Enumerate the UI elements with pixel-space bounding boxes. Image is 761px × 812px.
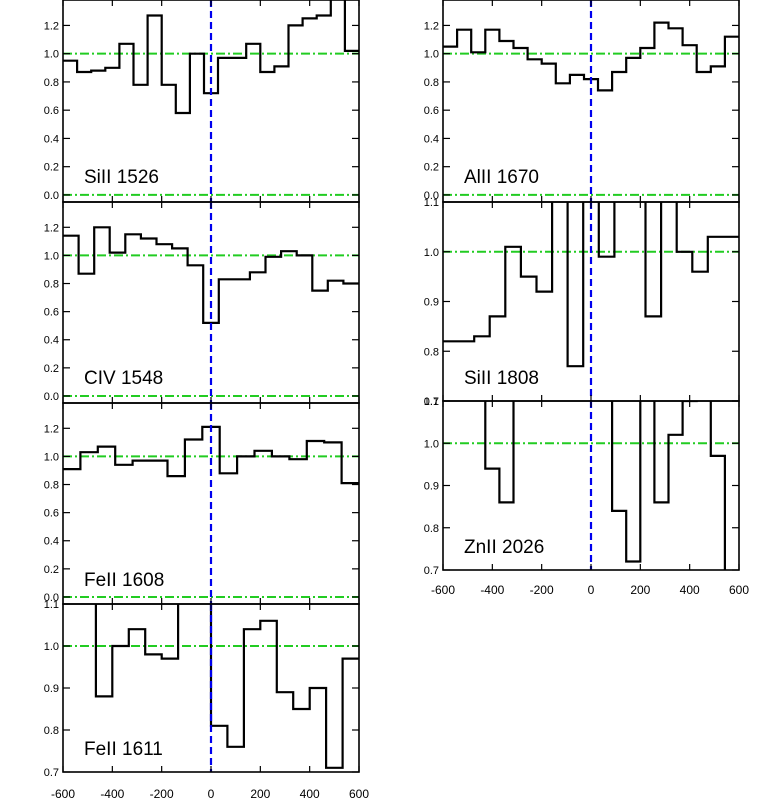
y-tick-label: 1.0 <box>44 451 59 463</box>
y-tick-label: 0.8 <box>44 279 59 291</box>
y-tick-label: 0.9 <box>424 481 439 493</box>
y-tick-label: 0.0 <box>44 391 59 403</box>
y-tick-label: 1.0 <box>44 49 59 61</box>
y-tick-label: 0.6 <box>44 508 59 520</box>
x-tick-label: -400 <box>100 787 124 801</box>
y-tick-label: 0.7 <box>424 396 439 408</box>
spectrum-line <box>484 401 726 570</box>
x-tick-label: -200 <box>150 787 174 801</box>
y-tick-label: 0.2 <box>44 363 59 375</box>
panel-label-znii-2026: ZnII 2026 <box>464 537 544 558</box>
y-tick-label: 0.4 <box>44 133 59 145</box>
y-tick-label: 0.6 <box>424 105 439 117</box>
x-tick-label: 200 <box>630 583 650 597</box>
y-tick-label: 0.8 <box>424 523 439 535</box>
x-tick-label: -200 <box>530 583 554 597</box>
panel-feii-1611: 0.7 0.8 0.9 1.0 1.1 -600 -400 -200 0 200 400 600 FeI… <box>44 599 370 801</box>
y-tick-label: 1.2 <box>44 423 59 435</box>
x-tick-label: 600 <box>729 583 749 597</box>
y-tick-label: 0.0 <box>424 190 439 202</box>
y-tick-label: 1.1 <box>424 197 439 209</box>
x-tick-label: 0 <box>208 787 215 801</box>
spectrum-line <box>63 425 359 485</box>
x-tick-label: 0 <box>588 583 595 597</box>
y-tick-label: 1.2 <box>44 20 59 32</box>
panel-label-siii-1808: SiII 1808 <box>464 368 539 389</box>
panel-label-feii-1608: FeII 1608 <box>84 570 164 591</box>
y-tick-label: 0.4 <box>44 335 59 347</box>
y-tick-label: 1.2 <box>424 20 439 32</box>
x-tick-label: 400 <box>300 787 320 801</box>
y-tick-label: 1.0 <box>44 250 59 262</box>
x-tick-label: -600 <box>51 787 75 801</box>
y-tick-label: 0.8 <box>424 346 439 358</box>
x-tick-label: 200 <box>250 787 270 801</box>
panel-label-siii-1526: SiII 1526 <box>84 167 159 188</box>
y-tick-label: 1.1 <box>44 599 59 611</box>
y-tick-label: 0.2 <box>44 162 59 174</box>
panel-civ-1548: 0.0 0.2 0.4 0.6 0.8 1.0 1.2 CIV 1548 <box>44 201 360 404</box>
y-tick-label: 0.0 <box>44 592 59 604</box>
panel-siii-1808: 0.7 0.8 0.9 1.0 1.1 SiII 1808 <box>424 197 740 408</box>
y-tick-label: 0.8 <box>424 77 439 89</box>
x-tick-label: -600 <box>431 583 455 597</box>
y-tick-label: 0.9 <box>44 683 59 695</box>
y-tick-label: 0.4 <box>44 536 59 548</box>
x-tick-label: -400 <box>480 583 504 597</box>
y-tick-label: 1.0 <box>44 641 59 653</box>
panel-label-alii-1670: AlII 1670 <box>464 167 539 188</box>
x-tick-label: 400 <box>680 583 700 597</box>
y-tick-label: 1.2 <box>44 222 59 234</box>
y-tick-label: 0.7 <box>424 565 439 577</box>
y-tick-label: 0.9 <box>424 297 439 309</box>
panel-alii-1670: 0.0 0.2 0.4 0.6 0.8 1.0 1.2 AlII 1670 <box>424 0 740 203</box>
y-tick-label: 0.6 <box>44 105 59 117</box>
spectrum-line <box>63 0 359 115</box>
y-tick-label: 0.8 <box>44 480 59 492</box>
y-tick-label: 1.0 <box>424 438 439 450</box>
y-tick-label: 1.1 <box>424 396 439 408</box>
y-tick-label: 0.2 <box>44 564 59 576</box>
y-tick-label: 0.6 <box>44 307 59 319</box>
panel-znii-2026: 0.7 0.8 0.9 1.0 1.1 -600 -400 -200 0 200 400 600 ZnI… <box>424 396 750 597</box>
y-tick-label: 0.2 <box>424 162 439 174</box>
y-tick-label: 0.4 <box>424 133 439 145</box>
panel-feii-1608: 0.0 0.2 0.4 0.6 0.8 1.0 1.2 FeII 1608 <box>44 402 360 605</box>
y-tick-label: 0.8 <box>44 77 59 89</box>
x-tick-label: 600 <box>349 787 369 801</box>
panel-label-civ-1548: CIV 1548 <box>84 368 163 389</box>
y-tick-label: 0.0 <box>44 190 59 202</box>
y-tick-label: 1.0 <box>424 49 439 61</box>
panel-siii-1526: 0.0 0.2 0.4 0.6 0.8 1.0 1.2 SiII 1526 <box>44 0 360 203</box>
y-tick-label: 1.0 <box>424 247 439 259</box>
spectrum-line <box>443 202 739 368</box>
y-tick-label: 0.7 <box>44 767 59 779</box>
spectrum-line <box>63 226 359 324</box>
y-tick-label: 0.8 <box>44 725 59 737</box>
spectrum-line <box>94 604 359 769</box>
panel-label-feii-1611: FeII 1611 <box>84 739 163 760</box>
